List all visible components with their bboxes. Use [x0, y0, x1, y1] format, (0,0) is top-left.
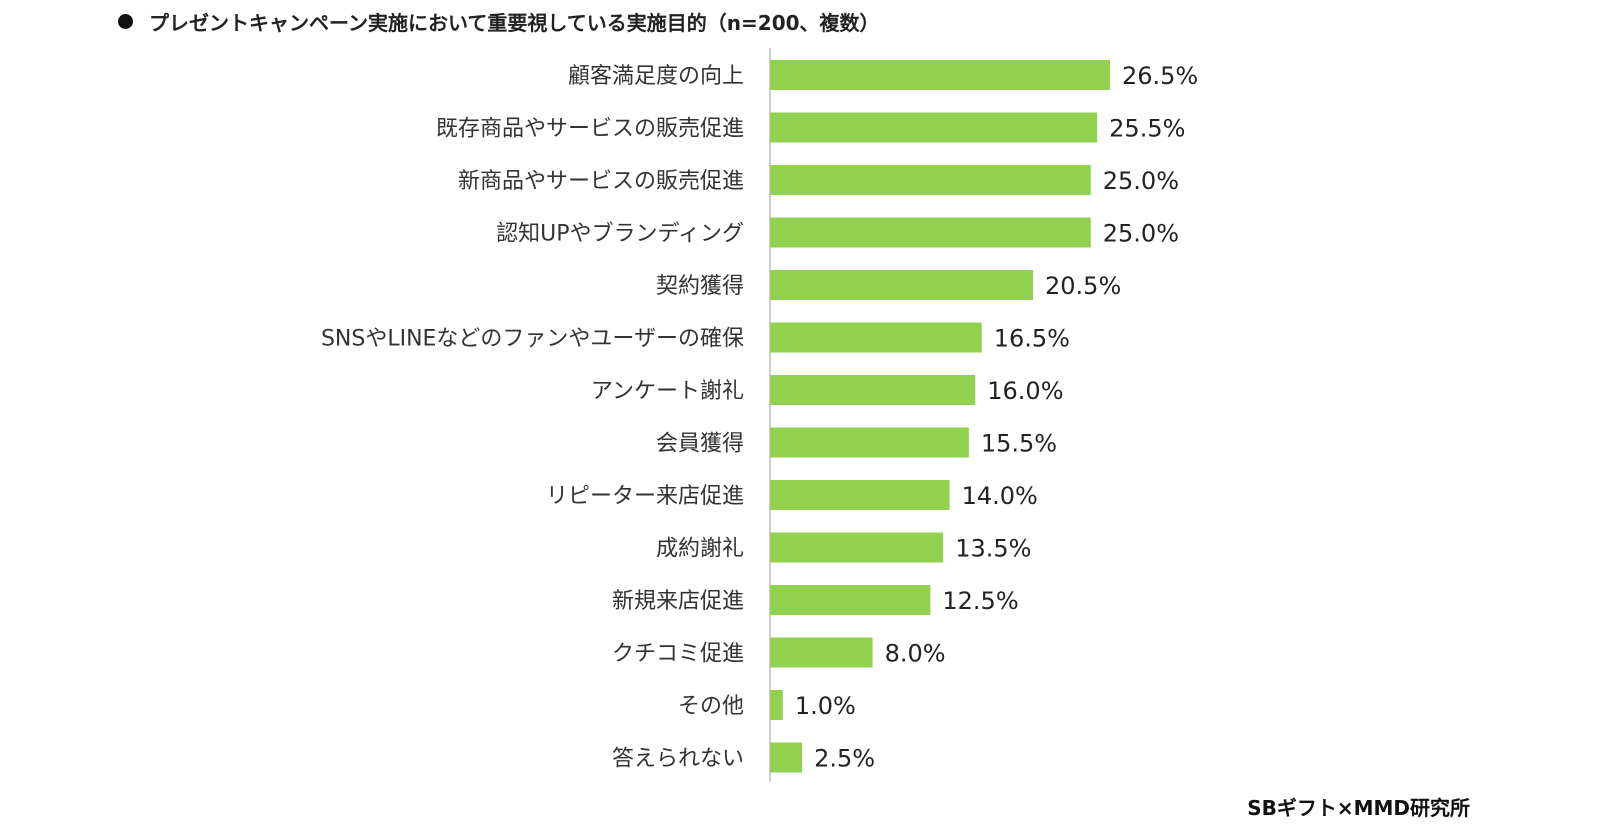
value-label: 25.0%	[1103, 167, 1179, 195]
value-label: 12.5%	[942, 587, 1018, 615]
value-label: 16.5%	[994, 325, 1070, 353]
bar	[770, 322, 982, 353]
value-label: 15.5%	[981, 430, 1057, 458]
category-label: 顧客満足度の向上	[568, 64, 744, 89]
category-label: その他	[678, 694, 744, 719]
value-label: 26.5%	[1122, 62, 1198, 90]
value-label: 16.0%	[987, 377, 1063, 405]
source-credit: SBギフト×MMD研究所	[1247, 796, 1470, 820]
category-label: SNSやLINEなどのファンやユーザーの確保	[321, 327, 744, 352]
bar	[770, 112, 1098, 143]
value-label: 8.0%	[885, 640, 946, 668]
chart-title-row: プレゼントキャンペーン実施において重要視している実施目的（n=200、複数）	[118, 6, 880, 36]
bar	[770, 375, 976, 405]
category-label: 契約獲得	[656, 274, 744, 299]
bar	[770, 217, 1091, 248]
bar	[770, 480, 950, 510]
category-label: 会員獲得	[656, 432, 744, 457]
bar	[770, 165, 1091, 195]
category-label: リピーター来店促進	[546, 484, 744, 509]
bar	[770, 742, 803, 773]
category-label: 新規来店促進	[612, 589, 744, 614]
value-label: 13.5%	[955, 535, 1031, 563]
category-label: 答えられない	[612, 747, 744, 772]
value-label: 1.0%	[795, 692, 856, 720]
bullet-icon	[118, 13, 133, 29]
bar	[770, 532, 944, 563]
bar	[770, 637, 873, 668]
category-label: 新商品やサービスの販売促進	[458, 169, 744, 194]
value-label: 25.5%	[1109, 115, 1185, 143]
value-label: 14.0%	[962, 482, 1038, 510]
bar	[770, 270, 1034, 300]
category-label: クチコミ促進	[612, 642, 744, 667]
bar	[770, 427, 969, 458]
category-label: アンケート謝礼	[591, 379, 744, 404]
value-label: 25.0%	[1103, 220, 1179, 248]
value-label: 20.5%	[1045, 272, 1121, 300]
bar	[770, 60, 1110, 90]
category-label: 認知UPやブランディング	[496, 222, 744, 247]
value-label: 2.5%	[814, 745, 875, 773]
category-label: 成約謝礼	[656, 537, 744, 562]
chart-title: プレゼントキャンペーン実施において重要視している実施目的（n=200、複数）	[149, 10, 880, 35]
bar	[770, 690, 783, 720]
bar	[770, 585, 931, 615]
category-label: 既存商品やサービスの販売促進	[436, 117, 744, 142]
